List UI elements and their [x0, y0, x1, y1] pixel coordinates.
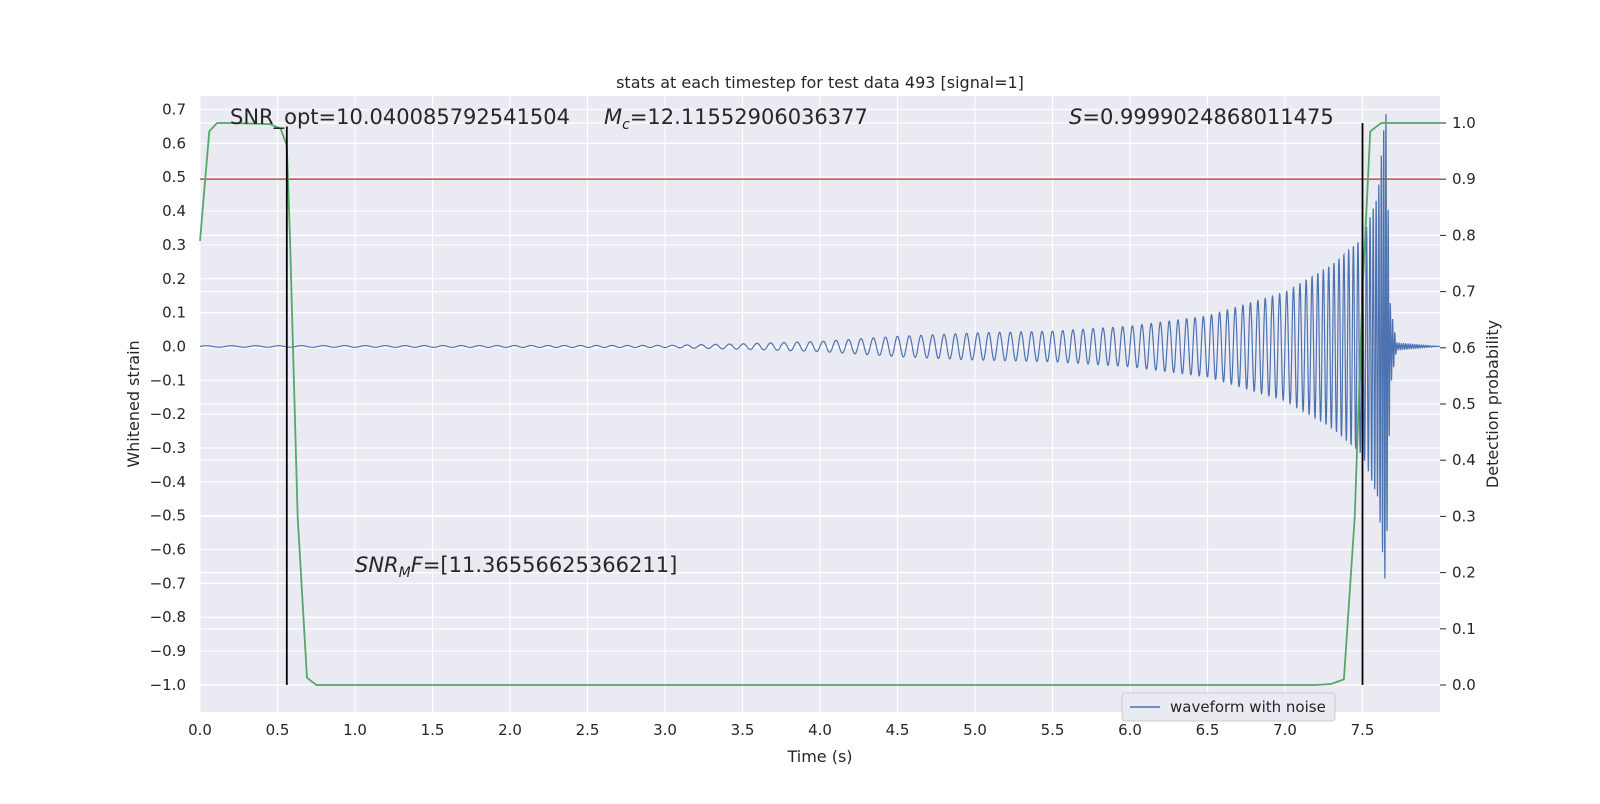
- x-tick-label: 3.0: [653, 721, 677, 739]
- waveform-line: [199, 113, 1441, 579]
- y-tick-label-left: 0.7: [162, 101, 186, 119]
- annotation-snr-mf-value: =[11.36556625366211]: [423, 553, 677, 577]
- y-tick-label-left: −0.3: [150, 439, 186, 457]
- x-tick-label: 3.5: [731, 721, 755, 739]
- y-tick-label-left: 0.3: [162, 236, 186, 254]
- x-tick-label: 6.0: [1118, 721, 1142, 739]
- y-tick-label-left: −0.1: [150, 371, 186, 389]
- y-tick-label-left: 0.5: [162, 168, 186, 186]
- y-tick-label-left: −0.7: [150, 574, 186, 592]
- y-tick-label-right: 0.9: [1452, 170, 1476, 188]
- annotation-chirp-mass-symbol: M: [604, 105, 622, 129]
- x-tick-label: 7.0: [1273, 721, 1297, 739]
- annotation-s-symbol: S: [1069, 105, 1082, 129]
- x-tick-label: 2.0: [498, 721, 522, 739]
- y-tick-label-left: −0.6: [150, 541, 186, 559]
- y-tick-label-left: −0.2: [150, 405, 186, 423]
- x-tick-label: 2.5: [576, 721, 600, 739]
- x-tick-label: 0.5: [266, 721, 290, 739]
- annotation-s-value: =0.9999024868011475: [1082, 105, 1333, 129]
- y-tick-label-left: 0.0: [162, 337, 186, 355]
- y-tick-label-left: −0.9: [150, 642, 186, 660]
- x-tick-label: 1.5: [421, 721, 445, 739]
- y-axis-right-label: Detection probability: [1483, 320, 1502, 488]
- legend-label-waveform: waveform with noise: [1170, 698, 1326, 716]
- annotation-snr-mf: SNRMF=[11.36556625366211]: [355, 553, 677, 581]
- y-tick-label-left: −0.4: [150, 473, 186, 491]
- annotation-chirp-mass-subscript: c: [622, 117, 630, 133]
- x-tick-label: 4.0: [808, 721, 832, 739]
- detection-probability-line: [199, 122, 1440, 686]
- annotation-chirp-mass: Mc=12.11552906036377: [604, 105, 868, 133]
- y-tick-label-right: 0.8: [1452, 226, 1476, 244]
- y-tick-label-right: 0.3: [1452, 507, 1476, 525]
- y-tick-label-right: 0.2: [1452, 564, 1476, 582]
- x-tick-label: 5.0: [963, 721, 987, 739]
- x-tick-label: 4.5: [886, 721, 910, 739]
- y-tick-label-right: 0.5: [1452, 395, 1476, 413]
- annotation-snr-mf-symbol: SNR: [355, 553, 399, 577]
- y-tick-label-left: −1.0: [150, 676, 186, 694]
- x-axis-label: Time (s): [786, 747, 852, 766]
- y-tick-label-left: 0.6: [162, 134, 186, 152]
- x-tick-label: 6.5: [1196, 721, 1220, 739]
- annotation-chirp-mass-value: =12.11552906036377: [630, 105, 868, 129]
- x-tick-label: 0.0: [188, 721, 212, 739]
- annotation-snr-mf-subscript: M: [399, 565, 411, 581]
- x-tick-label: 7.5: [1351, 721, 1375, 739]
- y-tick-label-right: 0.1: [1452, 620, 1476, 638]
- y-tick-label-left: 0.1: [162, 304, 186, 322]
- annotation-snr-mf-symbol2: F: [411, 553, 424, 577]
- x-tick-label: 1.0: [343, 721, 367, 739]
- annotation-snr-opt: SNR_opt=10.040085792541504: [230, 105, 570, 130]
- y-tick-label-right: 0.0: [1452, 676, 1476, 694]
- y-tick-label-right: 0.7: [1452, 283, 1476, 301]
- y-tick-label-left: −0.5: [150, 507, 186, 525]
- y-tick-label-left: 0.2: [162, 270, 186, 288]
- y-tick-label-left: −0.8: [150, 608, 186, 626]
- annotation-s: S=0.9999024868011475: [1069, 105, 1334, 129]
- tick-labels: 0.0 0.5 1.0 1.5 2.0 2.5 3.0 3.5 4.0 4.5 5.0 5.5 6.0 6…: [150, 101, 1476, 739]
- y-tick-label-right: 0.4: [1452, 451, 1476, 469]
- chart-title: stats at each timestep for test data 493…: [616, 73, 1024, 92]
- y-axis-left-label: Whitened strain: [124, 340, 143, 467]
- legend-box: [1121, 692, 1336, 722]
- legend: waveform with noise: [1121, 692, 1336, 722]
- series-layer: [199, 113, 1441, 686]
- y-tick-label-right: 1.0: [1452, 114, 1476, 132]
- x-tick-label: 5.5: [1041, 721, 1065, 739]
- y-tick-label-left: 0.4: [162, 202, 186, 220]
- y-tick-label-right: 0.6: [1452, 339, 1476, 357]
